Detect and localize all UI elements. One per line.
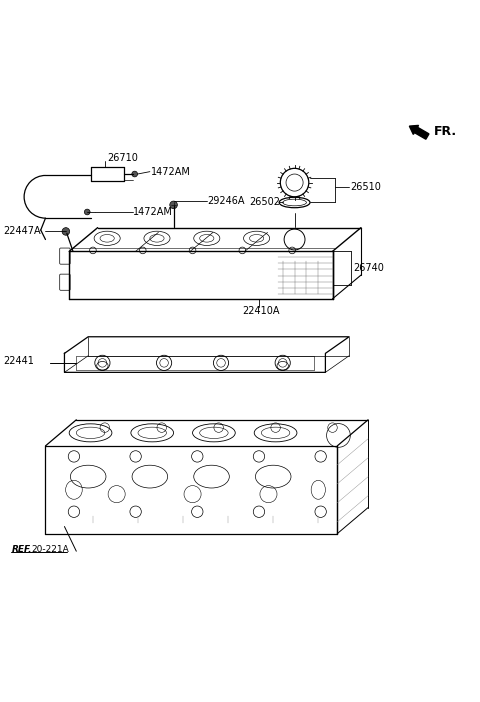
Text: 29246A: 29246A (208, 196, 245, 206)
Text: 26710: 26710 (107, 153, 138, 163)
Circle shape (132, 171, 137, 177)
Text: 20-221A: 20-221A (31, 545, 69, 554)
Circle shape (170, 201, 178, 208)
Text: 22447A: 22447A (3, 227, 40, 237)
Text: 22410A: 22410A (242, 305, 280, 316)
Text: 26502: 26502 (249, 197, 280, 208)
FancyArrow shape (409, 126, 429, 139)
Text: 26740: 26740 (353, 263, 384, 273)
Text: 1472AM: 1472AM (151, 166, 191, 177)
Circle shape (62, 227, 70, 235)
Circle shape (84, 209, 90, 215)
Text: REF.: REF. (12, 545, 32, 554)
Text: FR.: FR. (433, 125, 456, 138)
Text: 26510: 26510 (350, 183, 381, 192)
Text: 1472AM: 1472AM (133, 207, 173, 217)
Text: 22441: 22441 (3, 357, 34, 366)
